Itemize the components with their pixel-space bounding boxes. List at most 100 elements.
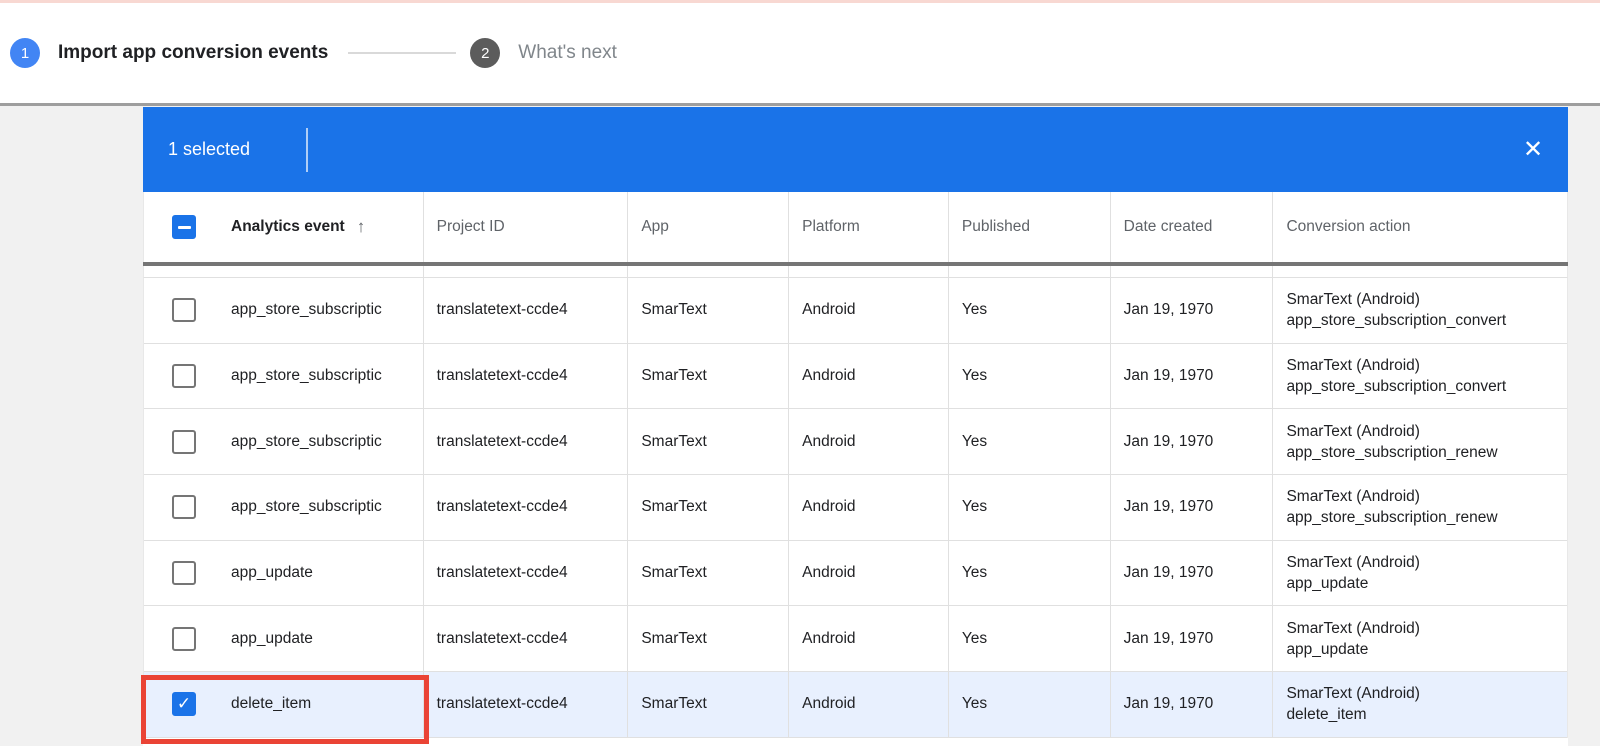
- cell-analytics-event: app_store_subscriptic: [144, 344, 423, 409]
- conversion-action-text: SmarText (Android) app_store_subscription…: [1286, 357, 1507, 396]
- table-row[interactable]: app_update translatetext-ccde4 SmarText And…: [144, 540, 1567, 607]
- selection-bar-divider: [306, 128, 308, 172]
- cell-conversion-action: SmarText (Android) app_store_subscription…: [1272, 343, 1567, 409]
- cell-conversion-action: SmarText (Android) app_store_subscription…: [1272, 278, 1567, 343]
- table-row[interactable]: app_store_subscriptic translatetext-ccde4…: [144, 475, 1567, 541]
- row-checkbox[interactable]: [172, 429, 196, 454]
- table-body: app_store_subscriptic translatetext-ccde4…: [143, 278, 1568, 738]
- header-date-created[interactable]: Date created: [1109, 192, 1273, 262]
- cell-conversion-action: SmarText (Android) app_update: [1272, 606, 1567, 672]
- conversion-action-text: SmarText (Android) delete_item: [1286, 685, 1420, 724]
- cell-project-id: translatetext-ccde4: [422, 672, 628, 737]
- step-whats-next[interactable]: 2 What's next: [470, 38, 617, 68]
- analytics-event-name: app_store_subscriptic: [231, 301, 382, 319]
- cell-platform: Android: [788, 540, 948, 606]
- conversion-action-text: SmarText (Android) app_store_subscription…: [1286, 291, 1507, 330]
- stepper-connector-line: [348, 52, 457, 54]
- wizard-stepper: 1 Import app conversion events 2 What's …: [0, 3, 1600, 103]
- row-checkbox[interactable]: [172, 561, 196, 586]
- table-row[interactable]: app_store_subscriptic translatetext-ccde4…: [144, 278, 1567, 344]
- header-platform[interactable]: Platform: [788, 192, 948, 262]
- cell-platform: Android: [788, 672, 948, 737]
- conversion-action-text: SmarText (Android) app_update: [1286, 554, 1420, 593]
- step-import-app-conversion-events[interactable]: 1 Import app conversion events: [10, 38, 328, 68]
- analytics-event-name: app_store_subscriptic: [231, 367, 382, 385]
- header-conversion-action[interactable]: Conversion action: [1272, 192, 1567, 262]
- selection-bar: 1 selected ✕: [143, 107, 1568, 192]
- cell-app: SmarText: [627, 672, 788, 737]
- cell-published: Yes: [947, 540, 1110, 606]
- step-1-label: Import app conversion events: [58, 42, 329, 63]
- cell-date-created: Jan 19, 1970: [1109, 606, 1273, 672]
- analytics-event-name: app_store_subscriptic: [231, 498, 382, 516]
- cell-date-created: Jan 19, 1970: [1109, 409, 1273, 475]
- cell-conversion-action: SmarText (Android) app_store_subscription…: [1272, 409, 1567, 475]
- table-row[interactable]: app_store_subscriptic translatetext-ccde4…: [144, 343, 1567, 410]
- header-project-id[interactable]: Project ID: [422, 192, 628, 262]
- analytics-event-name: app_update: [231, 629, 313, 647]
- cell-platform: Android: [788, 475, 948, 540]
- cell-project-id: translatetext-ccde4: [422, 343, 628, 409]
- conversion-action-text: SmarText (Android) app_store_subscription…: [1286, 488, 1498, 527]
- cell-date-created: Jan 19, 1970: [1109, 343, 1273, 409]
- header-app[interactable]: App: [627, 192, 788, 262]
- table-row[interactable]: ✓ delete_item translatetext-ccde4 SmarText A…: [144, 672, 1567, 738]
- top-accent-strip: [0, 0, 1600, 3]
- cell-conversion-action: SmarText (Android) app_store_subscription…: [1272, 475, 1567, 540]
- cell-published: Yes: [947, 278, 1110, 343]
- main-area: 1 selected ✕ Analytics event ↑ Project I…: [0, 106, 1600, 746]
- cell-analytics-event: app_store_subscriptic: [144, 475, 423, 540]
- cell-app: SmarText: [627, 409, 788, 475]
- table-row[interactable]: app_update translatetext-ccde4 SmarText And…: [144, 606, 1567, 673]
- row-checkbox[interactable]: [172, 626, 196, 651]
- select-all-checkbox[interactable]: [172, 215, 196, 239]
- cell-analytics-event: app_store_subscriptic: [144, 409, 423, 474]
- analytics-event-name: app_update: [231, 564, 313, 582]
- header-analytics-event[interactable]: Analytics event ↑: [144, 192, 423, 262]
- cell-project-id: translatetext-ccde4: [422, 278, 628, 343]
- cell-published: Yes: [947, 475, 1110, 540]
- cell-published: Yes: [947, 343, 1110, 409]
- cell-app: SmarText: [627, 475, 788, 540]
- cell-date-created: Jan 19, 1970: [1109, 540, 1273, 606]
- cell-project-id: translatetext-ccde4: [422, 540, 628, 606]
- cell-analytics-event: app_update: [144, 606, 423, 671]
- cell-published: Yes: [947, 409, 1110, 475]
- cell-date-created: Jan 19, 1970: [1109, 278, 1273, 343]
- cell-analytics-event: ✓ delete_item: [144, 672, 423, 737]
- cell-published: Yes: [947, 672, 1110, 737]
- cell-app: SmarText: [627, 606, 788, 672]
- indeterminate-minus-icon: [177, 225, 191, 229]
- table-row[interactable]: app_store_subscriptic translatetext-ccde4…: [144, 409, 1567, 476]
- conversion-action-text: SmarText (Android) app_store_subscription…: [1286, 422, 1498, 461]
- partially-scrolled-row: [143, 266, 1568, 278]
- row-checkbox[interactable]: [172, 495, 196, 520]
- step-1-circle: 1: [10, 38, 40, 68]
- cell-platform: Android: [788, 278, 948, 343]
- step-2-circle: 2: [470, 38, 501, 68]
- row-checkbox[interactable]: [172, 364, 196, 389]
- selection-count-label: 1 selected: [168, 139, 251, 159]
- cell-published: Yes: [947, 606, 1110, 672]
- sort-ascending-arrow-icon[interactable]: ↑: [356, 217, 366, 236]
- cell-project-id: translatetext-ccde4: [422, 475, 628, 540]
- cell-platform: Android: [788, 343, 948, 409]
- cell-conversion-action: SmarText (Android) app_update: [1272, 540, 1567, 606]
- cell-analytics-event: app_store_subscriptic: [144, 278, 423, 343]
- close-icon[interactable]: ✕: [1522, 135, 1544, 163]
- cell-project-id: translatetext-ccde4: [422, 606, 628, 672]
- row-checkbox[interactable]: ✓: [172, 692, 196, 717]
- cell-date-created: Jan 19, 1970: [1109, 672, 1273, 737]
- cell-app: SmarText: [627, 343, 788, 409]
- analytics-event-name: app_store_subscriptic: [231, 432, 382, 450]
- stepper-bottom-divider: [0, 103, 1600, 106]
- cell-platform: Android: [788, 409, 948, 475]
- cell-date-created: Jan 19, 1970: [1109, 475, 1273, 540]
- row-checkbox[interactable]: [172, 298, 196, 323]
- step-2-label: What's next: [518, 42, 617, 63]
- header-published[interactable]: Published: [947, 192, 1110, 262]
- cell-analytics-event: app_update: [144, 541, 423, 606]
- header-scroll-shadow: [143, 262, 1568, 266]
- analytics-event-name: delete_item: [231, 695, 312, 713]
